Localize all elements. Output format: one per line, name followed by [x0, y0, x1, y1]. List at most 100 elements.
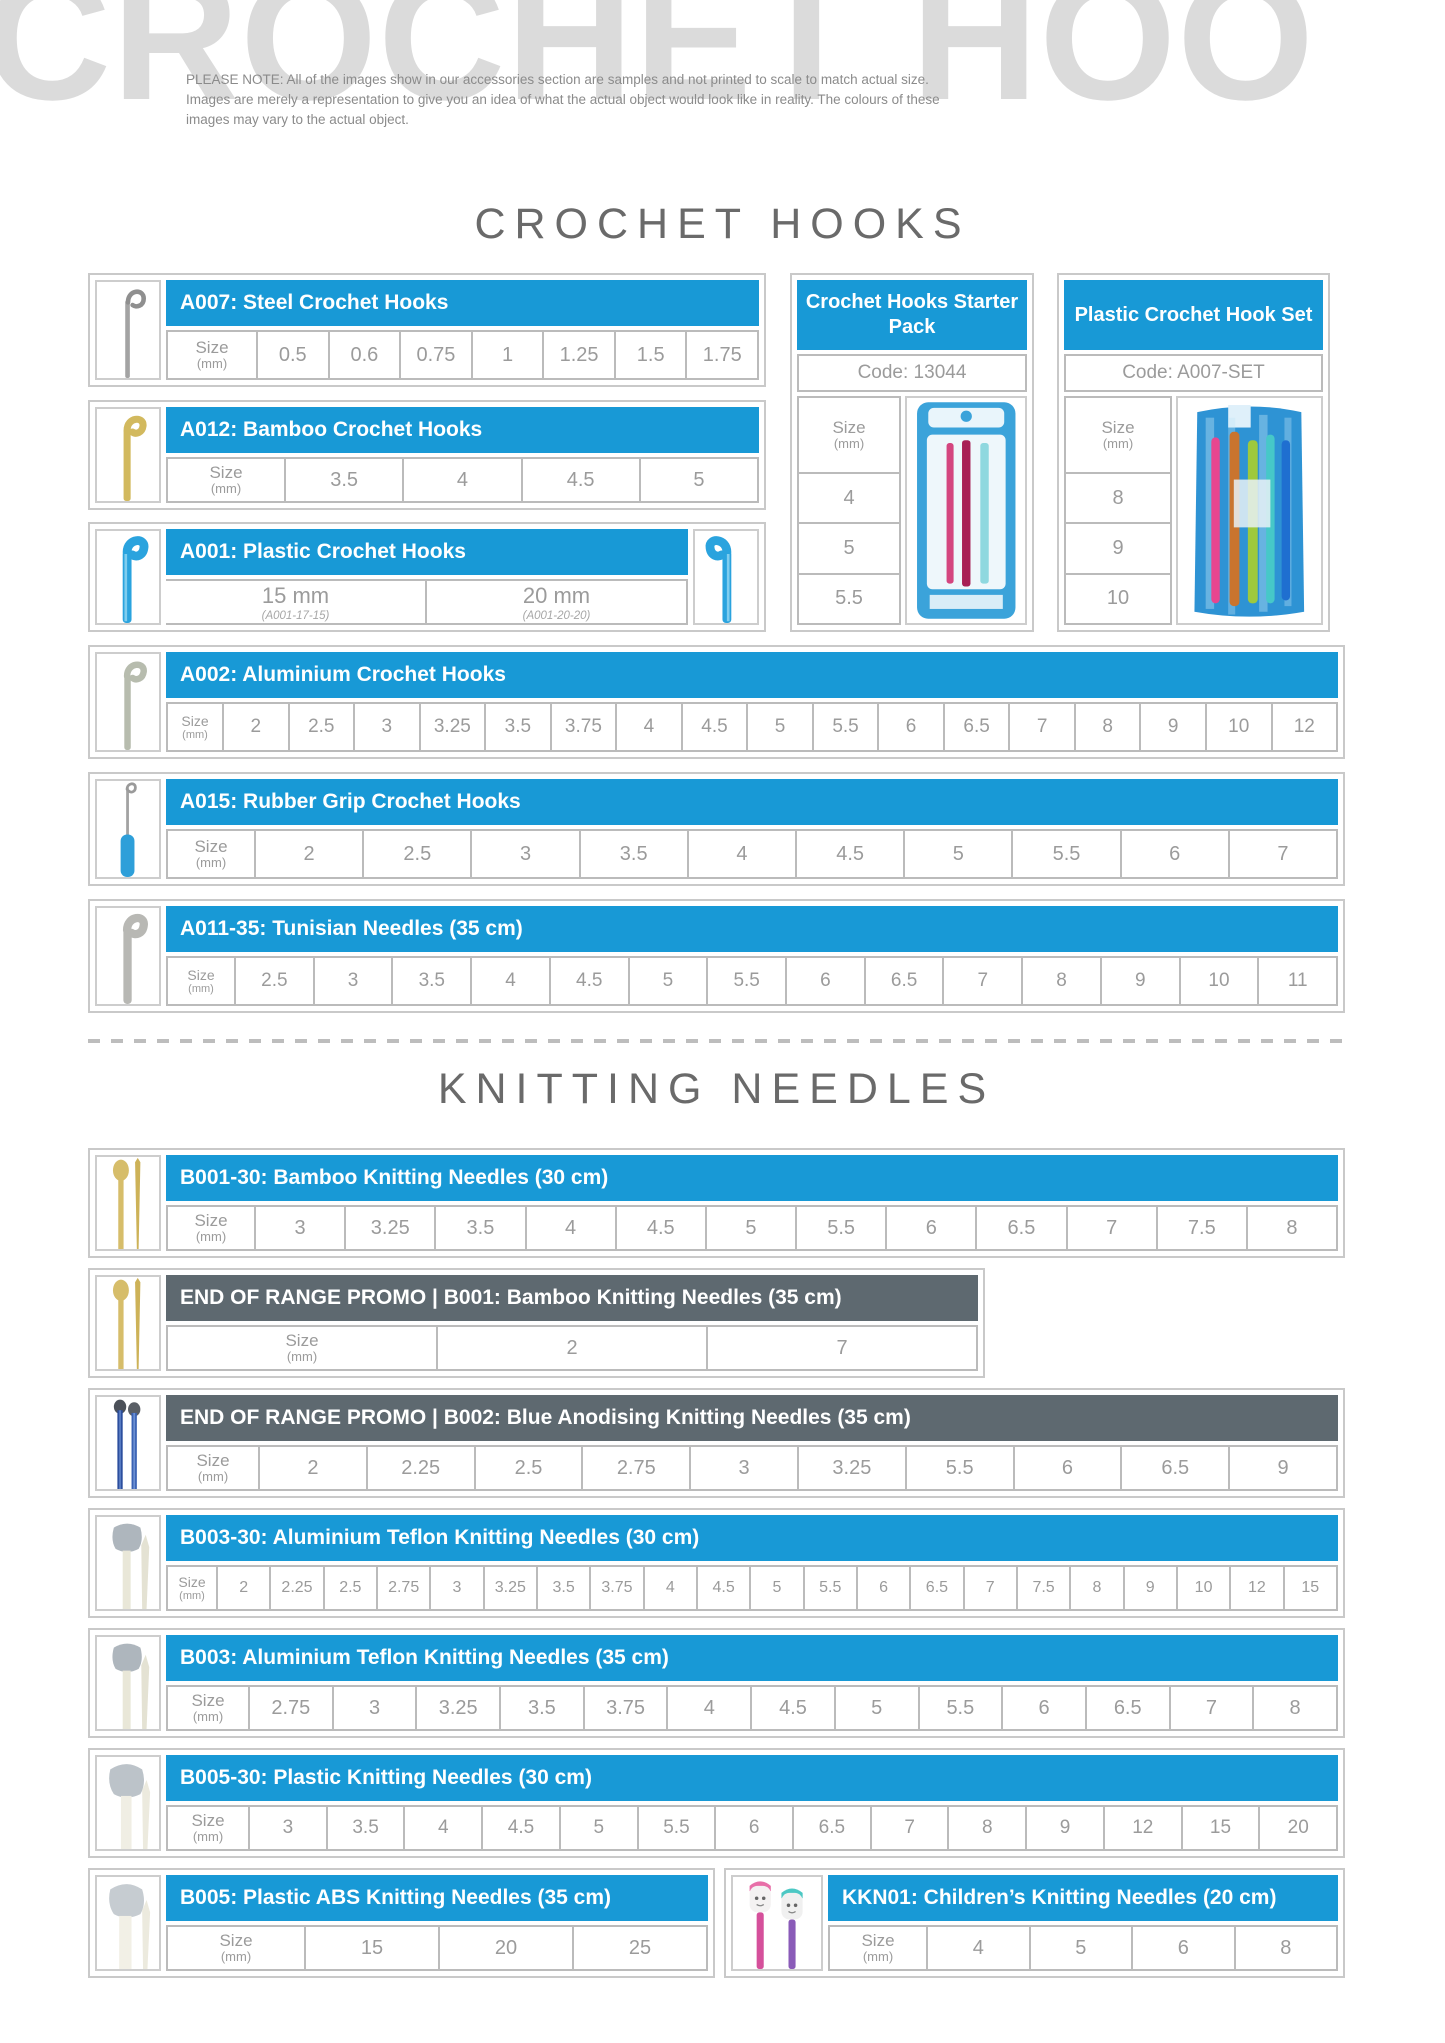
table-header: A002: Aluminium Crochet Hooks	[166, 652, 1338, 698]
table-header: A011-35: Tunisian Needles (35 cm)	[166, 906, 1338, 952]
table-main: B005: Plastic ABS Knitting Needles (35 c…	[166, 1875, 708, 1971]
table-main: B003-30: Aluminium Teflon Knitting Needl…	[166, 1515, 1338, 1611]
table-a001-plastic-crochet-hooks: A001: Plastic Crochet Hooks 15 mm (A001-1…	[88, 522, 766, 632]
section-divider	[88, 1039, 1345, 1043]
size-value-cell: 3.75	[584, 1685, 669, 1731]
size-value-cell: 6	[787, 956, 866, 1006]
table-header: B003: Aluminium Teflon Knitting Needles …	[166, 1635, 1338, 1681]
size-values: 2 2.5 3 3.25 3.5 3.75 4 4.5 5 5.5 6 6.5 7 8 9 10 12	[224, 702, 1339, 752]
size-value-cell: 4	[688, 829, 798, 879]
size-values: 3.5 4 4.5 5	[286, 457, 759, 503]
table-title: KKN01: Children’s Knitting Needles (20 c…	[842, 1886, 1277, 1909]
table-header: B005: Plastic ABS Knitting Needles (35 c…	[166, 1875, 708, 1921]
table-header: END OF RANGE PROMO | B001: Bamboo Knitti…	[166, 1275, 978, 1321]
size-value-cell: 0.75	[401, 330, 473, 380]
size-value-cell: 5.5	[1013, 829, 1122, 879]
size-value-cell: 0.5	[258, 330, 330, 380]
table-b005-plastic-abs-knitting-needles: B005: Plastic ABS Knitting Needles (35 c…	[88, 1868, 715, 1978]
size-value-cell: 5.5	[813, 702, 880, 752]
size-value-cell: 2	[218, 1565, 272, 1611]
size-value-cell: 4	[797, 474, 901, 525]
size-value-cell: 3	[256, 1205, 347, 1251]
size-value-cell: 3	[472, 829, 581, 879]
size-value-cell: 3.25	[346, 1205, 437, 1251]
teflon-knitting-needles-image	[95, 1515, 161, 1611]
size-row: Size (mm) 2 2.5 3 3.25 3.5 3.75 4 4.5 5 5.5 6 6.5 7 8 9…	[166, 702, 1339, 752]
size-value-cell: 3	[691, 1445, 799, 1491]
size-value-cell: 6	[857, 1565, 912, 1611]
size-value-cell: 12	[1231, 1565, 1285, 1611]
table-b003-aluminium-teflon-knitting-needles: B003: Aluminium Teflon Knitting Needles …	[88, 1628, 1345, 1738]
size-value-cell: 4	[644, 1565, 698, 1611]
table-header: B003-30: Aluminium Teflon Knitting Needl…	[166, 1515, 1338, 1561]
size-value-cell: 5	[1030, 1925, 1133, 1971]
size-value-cell: 5	[560, 1805, 639, 1851]
size-value-cell: 5.5	[906, 1445, 1015, 1491]
size-value-cell: 10	[1064, 574, 1172, 625]
table-kkn01-childrens-knitting-needles: KKN01: Children’s Knitting Needles (20 c…	[724, 1868, 1345, 1978]
table-header: B005-30: Plastic Knitting Needles (30 cm…	[166, 1755, 1338, 1801]
size-value-cell: 7	[964, 1565, 1018, 1611]
size-header-cell: Size (mm)	[166, 1805, 250, 1851]
size-value-cell: 15	[306, 1925, 440, 1971]
table-a002-aluminium-crochet-hooks: A002: Aluminium Crochet Hooks Size (mm) 2…	[88, 645, 1345, 759]
size-value-cell: 8	[1071, 1565, 1125, 1611]
pack-size-column: Size (mm) 8 9 10	[1064, 396, 1172, 625]
size-value-cell: 3	[250, 1805, 328, 1851]
plastic-crochet-hook-image	[693, 529, 759, 625]
table-header: B001-30: Bamboo Knitting Needles (30 cm)	[166, 1155, 1338, 1201]
size-value-cell: 6.5	[911, 1565, 965, 1611]
table-a007-steel-crochet-hooks: A007: Steel Crochet Hooks Size (mm) 0.5 0.…	[88, 273, 766, 387]
childrens-knitting-needles-image	[731, 1875, 823, 1971]
table-main: B001-30: Bamboo Knitting Needles (30 cm)…	[166, 1155, 1339, 1251]
size-value-cell: 9	[1230, 1445, 1338, 1491]
size-value-cell: 15 mm (A001-17-15)	[166, 579, 427, 625]
size-value-cell: 2	[256, 829, 365, 879]
table-crochet-hooks-starter-pack: Crochet Hooks Starter Pack Code: 13044 S…	[790, 273, 1034, 632]
size-value-cell: 4	[668, 1685, 753, 1731]
crochet-hooks-title: CROCHET HOOKS	[474, 200, 971, 248]
size-row: Size (mm) 0.5 0.6 0.75 1 1.25 1.5 1.75	[166, 330, 760, 380]
size-value-cell: 6.5	[977, 1205, 1068, 1251]
table-title: B001-30: Bamboo Knitting Needles (30 cm)	[180, 1166, 609, 1189]
pack-code-cell: Code: 13044	[797, 354, 1027, 392]
table-main: END OF RANGE PROMO | B001: Bamboo Knitti…	[166, 1275, 978, 1371]
size-value-cell: 5	[748, 702, 814, 752]
size-value-cell: 4	[405, 1805, 484, 1851]
size-value-cell: 3.5	[537, 1565, 592, 1611]
table-main: KKN01: Children’s Knitting Needles (20 c…	[828, 1875, 1338, 1971]
size-value-cell: 5.5	[708, 956, 788, 1006]
size-value-cell: 10	[1177, 1565, 1232, 1611]
size-value-cell: 20	[1260, 1805, 1339, 1851]
size-value-cell: 4	[404, 457, 523, 503]
pack-title: Plastic Crochet Hook Set	[1074, 303, 1313, 326]
size-value-cell: 3.25	[417, 1685, 502, 1731]
table-main: A001: Plastic Crochet Hooks 15 mm (A001-1…	[166, 529, 688, 625]
table-b001-30-bamboo-knitting-needles: B001-30: Bamboo Knitting Needles (30 cm)…	[88, 1148, 1345, 1258]
size-row: Size (mm) 3 3.5 4 4.5 5 5.5 6 6.5 7 8 9 12 15 20	[166, 1805, 1339, 1851]
size-values: 2 2.5 3 3.5 4 4.5 5 5.5 6 7	[256, 829, 1339, 879]
size-value-cell: 5	[797, 524, 901, 575]
blue-anodised-knitting-needles-image	[95, 1395, 161, 1491]
size-values: 2 2.25 2.5 2.75 3 3.25 5.5 6 6.5 9	[260, 1445, 1338, 1491]
size-value-cell: 5.5	[638, 1805, 717, 1851]
table-header: A001: Plastic Crochet Hooks	[166, 529, 688, 575]
tunisian-needle-image	[95, 906, 161, 1006]
table-title: END OF RANGE PROMO | B002: Blue Anodisin…	[180, 1406, 911, 1429]
size-value-cell: 5	[640, 457, 759, 503]
aluminium-crochet-hook-image	[95, 652, 161, 752]
size-row: Size (mm) 3 3.25 3.5 4 4.5 5 5.5 6 6.5 7 7.5 8	[166, 1205, 1339, 1251]
size-value-cell: 3.5	[501, 1685, 585, 1731]
pack-header: Crochet Hooks Starter Pack	[797, 280, 1027, 350]
size-value-cell: 6	[1014, 1445, 1123, 1491]
table-main: B005-30: Plastic Knitting Needles (30 cm…	[166, 1755, 1339, 1851]
table-b005-30-plastic-knitting-needles: B005-30: Plastic Knitting Needles (30 cm…	[88, 1748, 1345, 1858]
size-value-cell: 12	[1272, 702, 1339, 752]
size-value-cell: 3.5	[327, 1805, 406, 1851]
size-value-cell: 4.5	[697, 1565, 752, 1611]
table-title: A012: Bamboo Crochet Hooks	[180, 418, 483, 441]
table-main: END OF RANGE PROMO | B002: Blue Anodisin…	[166, 1395, 1338, 1491]
size-value-cell: 3.25	[484, 1565, 538, 1611]
